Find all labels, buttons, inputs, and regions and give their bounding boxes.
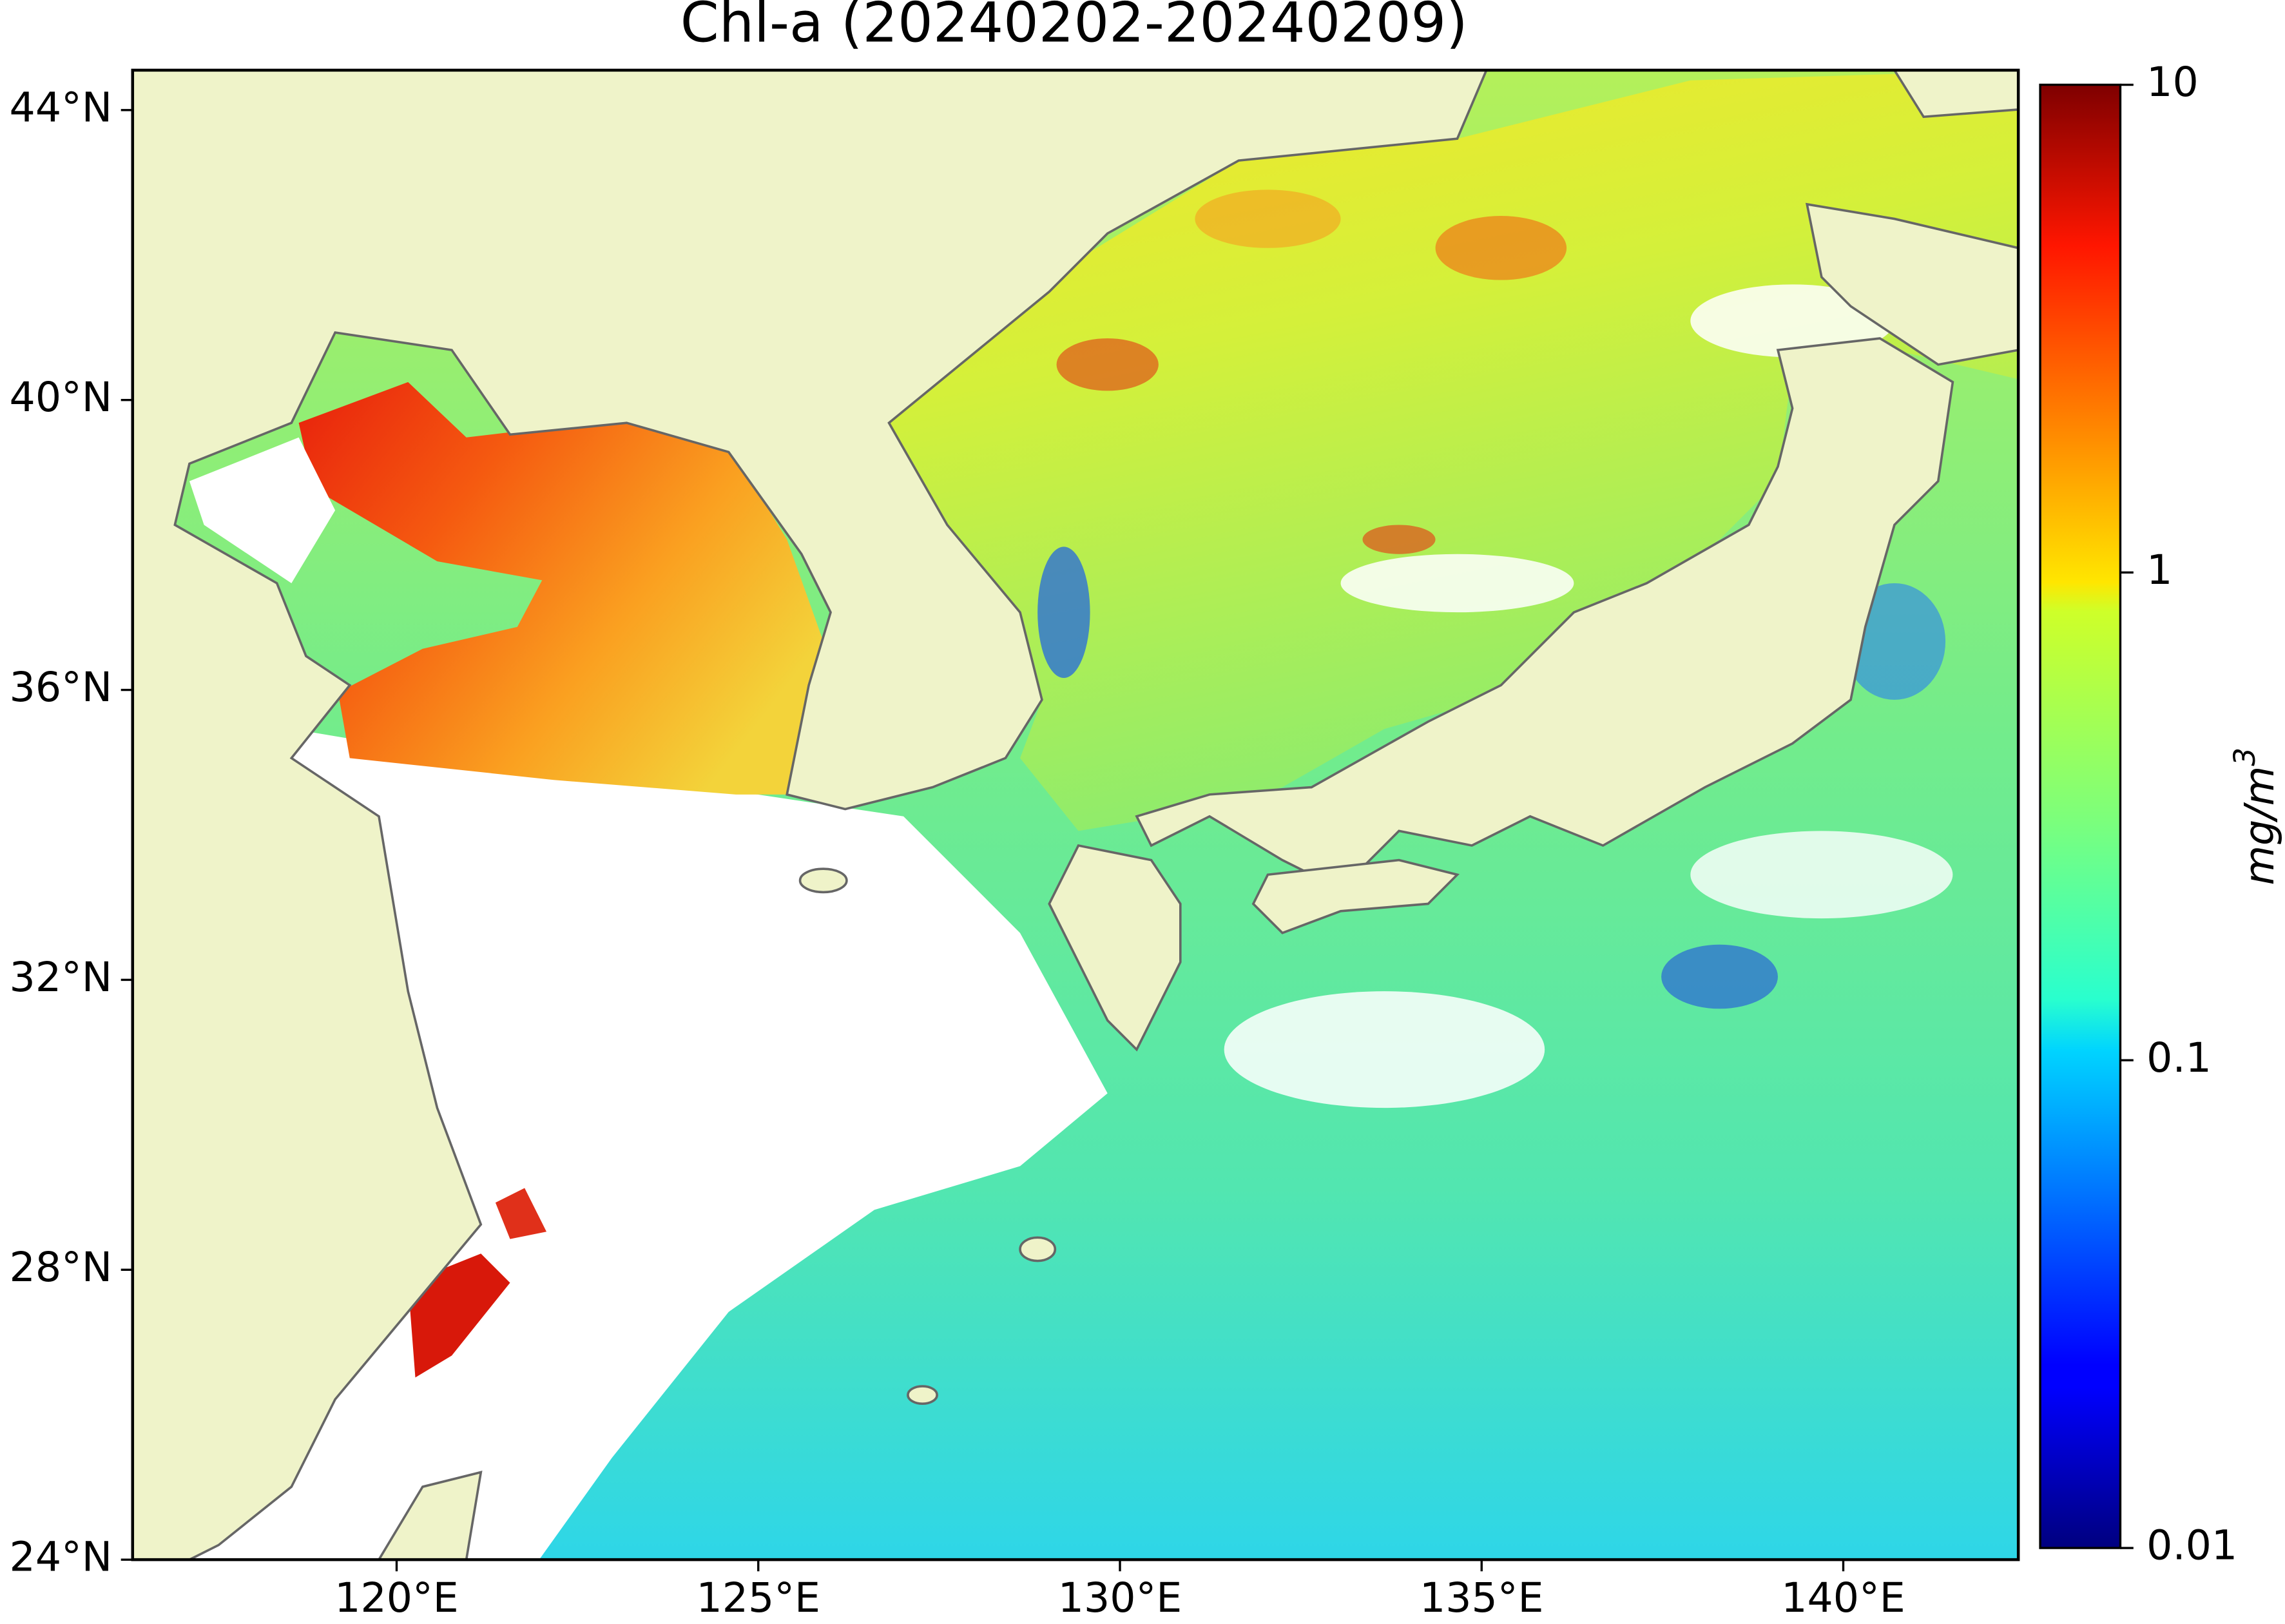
y-tick-label: 44°N: [10, 83, 113, 131]
colorbar-tick-label: 10: [2146, 58, 2199, 106]
coastal-bloom: [495, 1188, 547, 1239]
yellow-sea: [298, 382, 831, 795]
coastal-bloom: [408, 1253, 510, 1378]
land-kyushu: [1048, 844, 1182, 1052]
land-amami: [1019, 1236, 1057, 1262]
colorbar: [2039, 83, 2122, 1549]
land-okinawa: [907, 1385, 938, 1405]
x-tick-label: 120°E: [334, 1574, 459, 1621]
sea-of-japan: [889, 73, 2019, 831]
bohai-cloud: [189, 437, 336, 583]
colorbar-label-superscript: 3: [2228, 748, 2262, 766]
bloom-patch: [1362, 525, 1436, 554]
y-tick-label: 40°N: [10, 373, 113, 421]
bloom-patch: [1195, 189, 1341, 248]
land-jeju: [798, 867, 848, 894]
y-tick-label: 28°N: [10, 1243, 113, 1291]
land-shikoku: [1251, 858, 1460, 934]
colorbar-tick-label: 0.1: [2146, 1034, 2212, 1081]
plot-frame: [131, 68, 2020, 1561]
cloud: [1224, 991, 1545, 1108]
colorbar-tick-label: 0.01: [2146, 1522, 2237, 1569]
low-patch: [1037, 546, 1090, 678]
map-image: [132, 70, 2019, 1560]
bloom-patch: [1056, 338, 1159, 391]
colorbar-label: mg/m3: [2228, 748, 2282, 885]
bloom-patch: [1435, 216, 1567, 280]
y-tick-label: 36°N: [10, 663, 113, 711]
land-taiwan: [377, 1471, 483, 1560]
y-tick-label: 32°N: [10, 953, 113, 1001]
title: Chl-a (20240202-20240209): [680, 0, 1468, 55]
cloud: [1690, 831, 1953, 919]
colorbar-label-base: mg/m: [2235, 766, 2282, 885]
land-russia: [1893, 70, 2019, 119]
low-patch: [1661, 944, 1779, 1009]
x-tick-label: 125°E: [696, 1574, 820, 1621]
land-asia: [132, 70, 1488, 1560]
cloud: [1690, 284, 1895, 358]
cloud: [1340, 554, 1574, 613]
land-hokkaido: [1805, 202, 2019, 366]
x-tick-label: 140°E: [1781, 1574, 1905, 1621]
x-tick-label: 130°E: [1058, 1574, 1182, 1621]
x-tick-label: 135°E: [1420, 1574, 1544, 1621]
y-tick-label: 24°N: [10, 1533, 113, 1581]
colorbar-tick-label: 1: [2146, 546, 2172, 594]
